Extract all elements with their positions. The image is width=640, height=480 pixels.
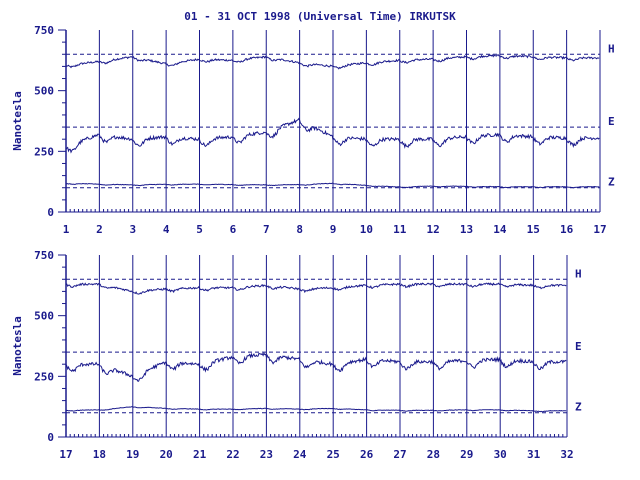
x-tick-label: 19 <box>126 448 139 461</box>
series-line-Z <box>65 182 600 189</box>
chart-title: 01 - 31 OCT 1998 (Universal Time) IRKUTS… <box>184 10 456 23</box>
x-tick-label: 7 <box>263 223 270 236</box>
y-tick-label: 0 <box>47 431 54 444</box>
y-tick-label: 750 <box>34 249 54 262</box>
y-tick-label: 250 <box>34 145 54 158</box>
x-tick-label: 22 <box>226 448 239 461</box>
x-tick-label: 15 <box>527 223 540 236</box>
x-tick-label: 20 <box>160 448 173 461</box>
y-axis-label: Nanotesla <box>11 316 24 376</box>
x-tick-label: 10 <box>360 223 373 236</box>
x-tick-label: 24 <box>293 448 307 461</box>
x-tick-label: 29 <box>460 448 473 461</box>
x-tick-label: 4 <box>163 223 170 236</box>
x-tick-label: 16 <box>560 223 574 236</box>
series-label-Z: Z <box>608 176 615 189</box>
series-line-H <box>65 282 567 295</box>
y-tick-label: 500 <box>34 85 54 98</box>
y-tick-label: 0 <box>47 206 54 219</box>
y-tick-label: 250 <box>34 370 54 383</box>
panel-bottom: 0 250 500 750 Nanotesla 17 18 19 20 21 22 23 24 25 26 2… <box>11 249 582 461</box>
x-tick-label: 30 <box>494 448 507 461</box>
y-tick-label: 750 <box>34 24 54 37</box>
series-line-H <box>65 54 600 70</box>
x-tick-label: 5 <box>196 223 203 236</box>
x-tick-label: 6 <box>230 223 237 236</box>
x-tick-label: 8 <box>296 223 303 236</box>
x-tick-label: 18 <box>93 448 106 461</box>
series-label-Z: Z <box>575 401 582 414</box>
x-tick-label: 25 <box>327 448 340 461</box>
x-tick-label: 9 <box>330 223 337 236</box>
series-label-E: E <box>575 340 582 353</box>
series-line-E <box>65 351 567 382</box>
y-axis-label: Nanotesla <box>11 91 24 151</box>
x-tick-label: 13 <box>460 223 473 236</box>
x-tick-label: 32 <box>560 448 573 461</box>
x-tick-label: 26 <box>360 448 374 461</box>
x-tick-label: 17 <box>593 223 606 236</box>
x-tick-label: 23 <box>260 448 273 461</box>
series-line-E <box>65 117 600 154</box>
x-tick-label: 31 <box>527 448 541 461</box>
x-tick-label: 12 <box>427 223 440 236</box>
x-tick-label: 21 <box>193 448 207 461</box>
series-label-H: H <box>575 267 582 280</box>
x-tick-label: 1 <box>63 223 70 236</box>
x-tick-label: 27 <box>393 448 406 461</box>
series-label-H: H <box>608 42 615 55</box>
x-tick-label: 11 <box>393 223 407 236</box>
x-tick-label: 2 <box>96 223 103 236</box>
series-label-E: E <box>608 115 615 128</box>
x-tick-label: 17 <box>59 448 72 461</box>
y-tick-label: 500 <box>34 310 54 323</box>
x-tick-label: 28 <box>427 448 440 461</box>
series-line-Z <box>65 406 567 413</box>
x-tick-label: 3 <box>129 223 136 236</box>
x-tick-label: 14 <box>493 223 507 236</box>
